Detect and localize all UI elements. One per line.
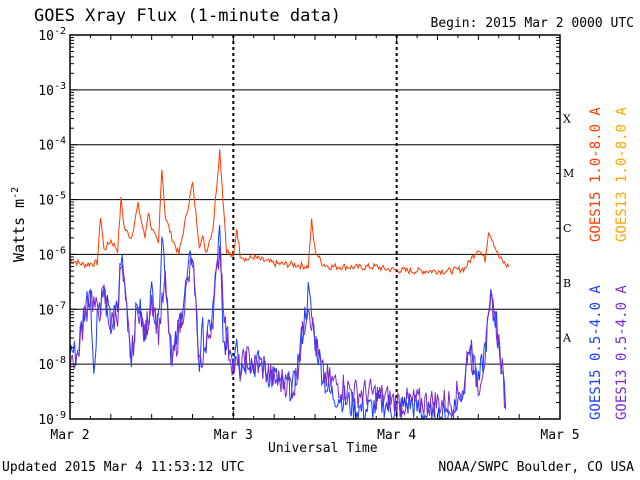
- x-tick-label: Mar 3: [214, 428, 253, 443]
- legend-entry: GOES15 1.0-8.0 A: [588, 107, 604, 242]
- flare-class-label: X: [563, 112, 571, 125]
- begin-time: Begin: 2015 Mar 2 0000 UTC: [430, 16, 635, 31]
- legend-entry: GOES13 1.0-8.0 A: [614, 107, 630, 242]
- y-tick-label: 10-6: [38, 245, 66, 263]
- y-tick-label: 10-2: [38, 26, 66, 44]
- plot-frame: [69, 34, 561, 420]
- flare-class-label: M: [563, 167, 574, 180]
- series-line: [69, 245, 507, 418]
- y-tick-label: 10-9: [38, 410, 66, 428]
- x-tick-label: Mar 5: [540, 428, 579, 443]
- y-tick-label: 10-5: [38, 191, 66, 209]
- y-tick-label: 10-3: [38, 81, 66, 99]
- legend-entry: GOES15 0.5-4.0 A: [588, 285, 604, 420]
- chart-title: GOES Xray Flux (1-minute data): [34, 6, 342, 26]
- legend-entry: GOES13 0.5-4.0 A: [614, 285, 630, 420]
- series-line: [70, 149, 510, 276]
- flare-class-label: C: [563, 222, 571, 235]
- y-axis-title: Watts m-2: [10, 187, 28, 262]
- credit-text: NOAA/SWPC Boulder, CO USA: [438, 460, 634, 475]
- y-tick-label: 10-7: [38, 300, 66, 318]
- x-tick-label: Mar 4: [377, 428, 416, 443]
- y-tick-label: 10-4: [38, 136, 66, 154]
- y-tick-label: 10-8: [38, 355, 66, 373]
- flare-class-label: A: [562, 332, 572, 345]
- updated-timestamp: Updated 2015 Mar 4 11:53:12 UTC: [2, 460, 245, 475]
- x-axis-title: Universal Time: [268, 441, 378, 456]
- x-tick-label: Mar 2: [50, 428, 89, 443]
- flare-class-label: B: [563, 277, 571, 290]
